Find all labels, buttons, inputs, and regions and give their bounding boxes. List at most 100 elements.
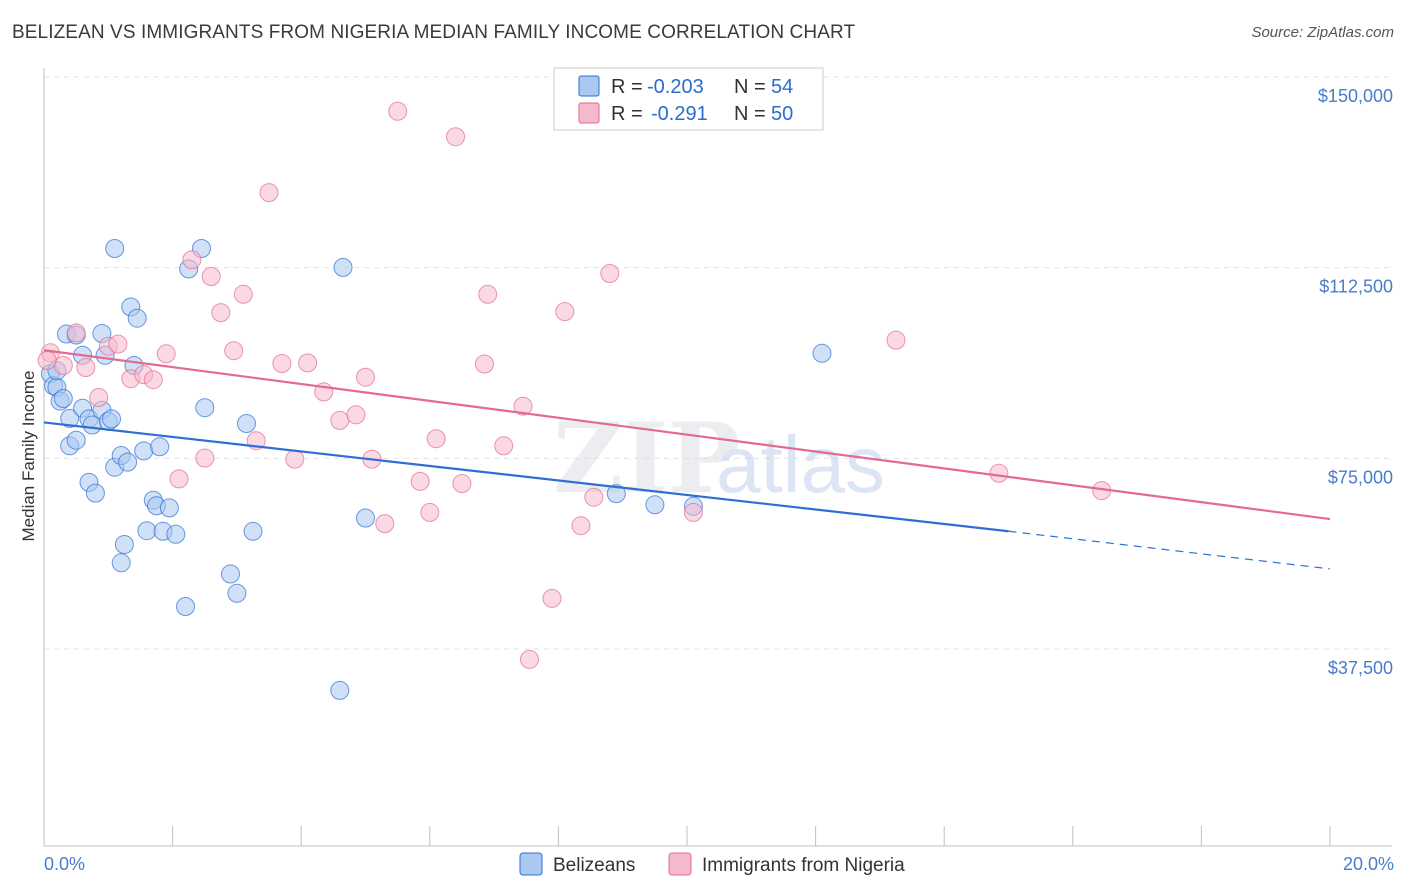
nigeria-point bbox=[156, 344, 176, 364]
nigeria-point bbox=[201, 267, 221, 286]
belizeans-point bbox=[812, 343, 832, 363]
nigeria-point bbox=[285, 449, 305, 469]
nigeria-point bbox=[452, 474, 472, 493]
belizeans-point bbox=[66, 430, 86, 450]
belizeans-point bbox=[118, 452, 138, 472]
belizeans-point bbox=[330, 680, 350, 700]
nigeria-point bbox=[584, 487, 604, 507]
nigeria-point bbox=[478, 284, 498, 304]
legend-r-value-1: -0.291 bbox=[651, 103, 708, 125]
belizeans-point bbox=[159, 498, 179, 518]
stats-legend: R = -0.203 N = 54 R = -0.291 N = 50 bbox=[553, 67, 824, 131]
nigeria-point bbox=[886, 330, 906, 350]
belizeans-point bbox=[102, 409, 121, 429]
nigeria-point bbox=[330, 410, 350, 430]
nigeria-point bbox=[224, 341, 244, 361]
belizeans-trend-line bbox=[43, 421, 1009, 533]
nigeria-point bbox=[989, 463, 1009, 483]
nigeria-point bbox=[600, 264, 620, 283]
y-tick-label: $112,500 bbox=[1319, 277, 1393, 297]
belizeans-point bbox=[176, 597, 195, 616]
bottom-legend-label-belizeans: Belizeans bbox=[553, 855, 635, 876]
watermark-atlas: atlas bbox=[716, 420, 885, 509]
nigeria-point bbox=[494, 436, 514, 456]
belizeans-point bbox=[85, 483, 105, 503]
nigeria-point bbox=[108, 334, 128, 354]
bottom-legend-label-nigeria: Immigrants from Nigeria bbox=[702, 855, 905, 876]
nigeria-point bbox=[542, 588, 562, 608]
belizeans-point bbox=[53, 389, 73, 408]
belizeans-point bbox=[127, 308, 147, 328]
nigeria-trend-line bbox=[43, 349, 1331, 521]
nigeria-point bbox=[388, 101, 408, 121]
nigeria-point bbox=[475, 354, 494, 374]
nigeria-point bbox=[211, 303, 231, 323]
belizeans-point bbox=[150, 437, 170, 457]
gridlines bbox=[44, 76, 1392, 650]
y-tick-label: $150,000 bbox=[1318, 86, 1393, 106]
nigeria-point bbox=[233, 284, 253, 304]
nigeria-point bbox=[143, 370, 163, 390]
nigeria-point bbox=[76, 358, 96, 377]
nigeria-points bbox=[37, 101, 1112, 669]
bottom-legend-swatch-nigeria bbox=[668, 852, 692, 876]
legend-n-label-0: N = bbox=[734, 76, 766, 98]
nigeria-point bbox=[37, 350, 57, 370]
nigeria-point bbox=[66, 323, 86, 343]
nigeria-point bbox=[375, 514, 395, 534]
source-note: Source: ZipAtlas.com bbox=[1251, 24, 1394, 41]
bottom-legend-swatch-belizeans bbox=[519, 852, 543, 876]
belizeans-point bbox=[221, 564, 240, 584]
x-tick-marks bbox=[43, 826, 1331, 846]
nigeria-point bbox=[259, 183, 279, 203]
nigeria-point bbox=[195, 448, 215, 468]
nigeria-point bbox=[169, 469, 189, 489]
nigeria-point bbox=[513, 396, 533, 416]
nigeria-point bbox=[520, 649, 539, 669]
belizeans-point bbox=[111, 553, 131, 573]
nigeria-point bbox=[555, 302, 575, 322]
y-axis-title: Median Family Income bbox=[19, 370, 38, 541]
trend-lines bbox=[43, 349, 1331, 570]
belizeans-trend-extension bbox=[1008, 530, 1331, 570]
chart-title: BELIZEAN VS IMMIGRANTS FROM NIGERIA MEDI… bbox=[12, 22, 856, 43]
nigeria-point bbox=[272, 354, 292, 373]
nigeria-point bbox=[410, 471, 430, 491]
belizeans-point bbox=[243, 521, 263, 541]
legend-swatch-belizeans bbox=[578, 75, 600, 97]
nigeria-point bbox=[571, 516, 591, 536]
belizeans-point bbox=[333, 257, 353, 277]
y-tick-label: $75,000 bbox=[1328, 467, 1393, 487]
nigeria-point bbox=[683, 502, 703, 522]
nigeria-point bbox=[346, 405, 366, 425]
belizeans-point bbox=[166, 524, 186, 544]
legend-r-value-0: -0.203 bbox=[647, 76, 704, 98]
belizeans-point bbox=[237, 414, 256, 433]
nigeria-point bbox=[420, 502, 440, 522]
belizeans-point bbox=[134, 441, 154, 461]
legend-swatch-nigeria bbox=[578, 102, 600, 124]
nigeria-point bbox=[182, 250, 202, 270]
belizeans-point bbox=[105, 239, 125, 258]
series-legend: Belizeans Immigrants from Nigeria bbox=[519, 852, 905, 876]
belizeans-point bbox=[137, 521, 157, 541]
belizeans-point bbox=[356, 508, 375, 528]
y-tick-labels: $37,500 $75,000 $112,500 $150,000 bbox=[1318, 86, 1393, 678]
legend-n-value-1: 50 bbox=[771, 103, 793, 125]
nigeria-point bbox=[53, 356, 73, 375]
nigeria-point bbox=[446, 127, 465, 147]
nigeria-point bbox=[356, 367, 375, 387]
nigeria-point bbox=[89, 388, 109, 407]
belizeans-point bbox=[60, 408, 80, 428]
x-tick-label-min: 0.0% bbox=[44, 854, 85, 874]
belizeans-point bbox=[645, 495, 665, 515]
legend-n-label-1: N = bbox=[734, 103, 766, 125]
belizeans-point bbox=[195, 398, 215, 418]
y-tick-label: $37,500 bbox=[1328, 658, 1393, 678]
legend-r-label-0: R = bbox=[611, 76, 643, 98]
nigeria-point bbox=[298, 353, 318, 373]
legend-n-value-0: 54 bbox=[771, 76, 793, 98]
belizeans-point bbox=[227, 583, 247, 603]
x-tick-label-max: 20.0% bbox=[1343, 854, 1394, 874]
